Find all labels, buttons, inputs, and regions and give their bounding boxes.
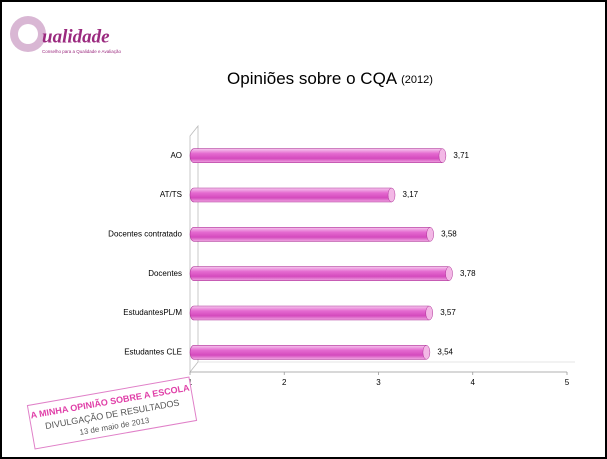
chart-title: Opiniões sobre o CQA (227, 69, 398, 88)
chart-subtitle: (2012) (401, 74, 433, 86)
logo-q-inner (18, 24, 38, 44)
value-label: 3,54 (437, 347, 453, 356)
y-tick-label: Estudantes CLE (124, 347, 182, 356)
y-tick-label: EstudantesPL/M (123, 308, 182, 317)
x-tick-label: 3 (376, 378, 381, 387)
value-label: 3,58 (441, 229, 457, 238)
bar-cap (425, 305, 433, 321)
value-label: 3,17 (403, 190, 419, 199)
bar-cap (422, 345, 431, 360)
value-label: 3,57 (440, 308, 456, 317)
bar (189, 148, 446, 163)
bar (189, 345, 430, 360)
y-tick-label: AT/TS (160, 190, 182, 199)
chart-title-group: Opiniões sobre o CQA (2012) (227, 69, 433, 88)
logo-tagline: Conselho para a Qualidade e Avaliação (42, 49, 121, 54)
logo: ualidade Conselho para a Qualidade e Ava… (10, 16, 121, 54)
bar-cap (445, 266, 453, 281)
bar (189, 187, 395, 203)
y-tick-label: Docentes (148, 269, 182, 278)
stamp: A MINHA OPINIÃO SOBRE A ESCOLA DIVULGAÇÃ… (26, 376, 198, 450)
x-tick-label: 5 (565, 378, 570, 387)
stamp-box (26, 376, 198, 450)
y-tick-label: Docentes contratado (108, 229, 182, 238)
bar-cap (387, 187, 396, 203)
bar-cap (426, 227, 434, 242)
bar-cap (438, 148, 447, 163)
bar (189, 227, 434, 242)
value-label: 3,78 (460, 269, 476, 278)
value-label: 3,71 (453, 151, 469, 160)
bar (189, 305, 433, 321)
x-tick-label: 2 (282, 378, 287, 387)
x-tick-label: 4 (471, 378, 476, 387)
logo-text: ualidade (42, 26, 110, 47)
y-tick-label: AO (170, 151, 182, 160)
bar (189, 266, 453, 281)
